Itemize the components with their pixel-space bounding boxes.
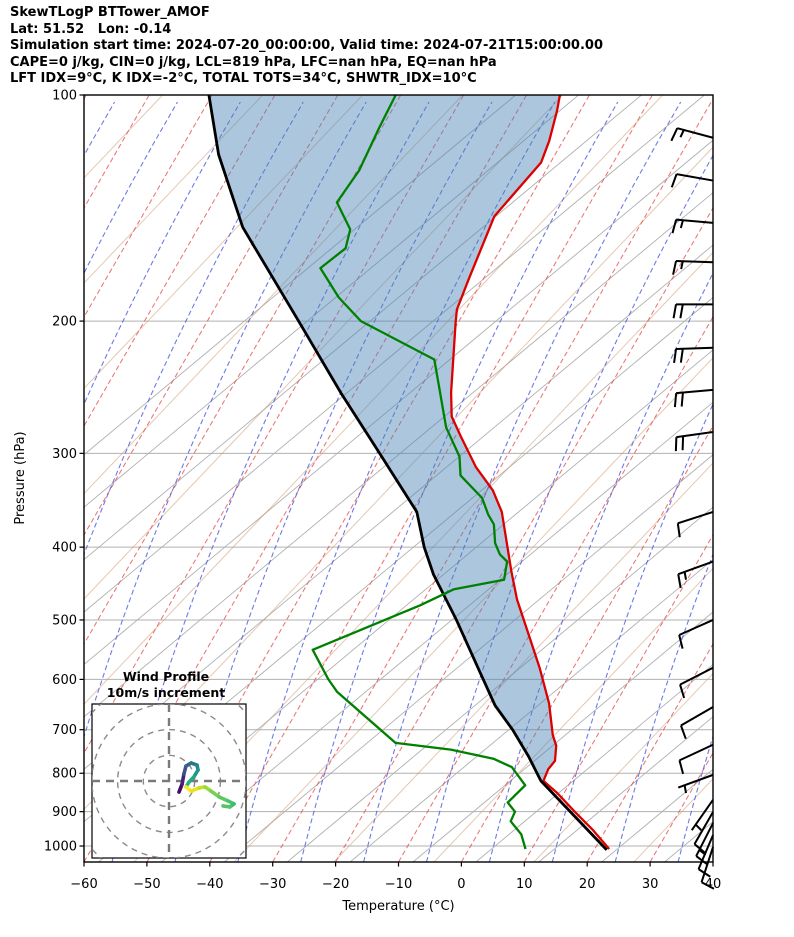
x-tick-label: 30 xyxy=(642,877,659,892)
wind-barb xyxy=(679,666,714,699)
temperature-curve xyxy=(449,95,611,850)
y-tick-label: 400 xyxy=(52,541,77,556)
plot-field xyxy=(84,95,713,862)
y-tick-label: 600 xyxy=(52,673,77,688)
wind-barb xyxy=(690,799,714,831)
y-axis: 100 200 300 400 500 600 700 800 900 1000 Pressure … xyxy=(13,89,84,855)
wind-barb xyxy=(671,218,714,234)
indices-line-2: LFT IDX=9°C, K IDX=-2°C, TOTAL TOTS=34°C… xyxy=(10,71,477,87)
wind-barbs xyxy=(670,127,715,890)
wind-barb xyxy=(670,173,714,188)
hodograph-rings xyxy=(92,704,246,858)
wind-barb xyxy=(672,259,714,275)
x-axis: −60 −50 −40 −30 −20 −10 0 10 20 30 40 Temperature (… xyxy=(70,862,721,914)
wind-barb xyxy=(693,811,714,854)
wind-barb xyxy=(678,743,714,775)
hodograph-title: Wind Profile xyxy=(123,669,209,684)
y-tick-label: 100 xyxy=(52,89,77,104)
parcel-curve xyxy=(207,95,608,851)
wind-barb xyxy=(700,846,715,890)
x-tick-label: −10 xyxy=(385,877,412,892)
y-axis-label: Pressure (hPa) xyxy=(13,431,28,524)
time-line: Simulation start time: 2024-07-20_00:00:… xyxy=(10,38,603,54)
wind-barb xyxy=(676,510,714,538)
y-tick-label: 700 xyxy=(52,723,77,738)
dewpoint-curve xyxy=(311,95,527,850)
x-tick-label: 10 xyxy=(516,877,533,892)
x-axis-label: Temperature (°C) xyxy=(341,899,454,914)
x-tick-label: 20 xyxy=(579,877,596,892)
wind-barb xyxy=(695,822,714,866)
x-tick-label: 0 xyxy=(457,877,465,892)
x-tick-label: −40 xyxy=(196,877,223,892)
wind-barb xyxy=(677,773,714,794)
title-block: SkewTLogP BTTower_AMOF Lat: 51.52 Lon: -… xyxy=(10,5,603,88)
x-tick-label: −60 xyxy=(70,877,97,892)
y-tick-label: 200 xyxy=(52,315,77,330)
hodograph-subtitle: 10m/s increment xyxy=(107,685,225,700)
x-tick-label: −50 xyxy=(133,877,160,892)
y-tick-label: 900 xyxy=(52,805,77,820)
x-tick-label: 40 xyxy=(705,877,722,892)
wind-barb xyxy=(670,127,714,142)
wind-barb xyxy=(673,388,714,408)
chart-title: SkewTLogP BTTower_AMOF xyxy=(10,5,210,20)
y-tick-label: 1000 xyxy=(44,840,77,855)
wind-barb xyxy=(677,560,714,589)
wind-barb xyxy=(672,303,713,319)
x-tick-label: −20 xyxy=(322,877,349,892)
y-tick-label: 800 xyxy=(52,767,77,782)
y-tick-label: 500 xyxy=(52,613,77,628)
x-tick-label: −30 xyxy=(259,877,286,892)
wind-barb xyxy=(674,431,714,452)
location-line: Lat: 51.52 Lon: -0.14 xyxy=(10,21,172,37)
cin-shade-area xyxy=(208,95,560,781)
y-tick-label: 300 xyxy=(52,447,77,462)
wind-barb xyxy=(678,619,714,649)
indices-line-1: CAPE=0 j/kg, CIN=0 j/kg, LCL=819 hPa, LF… xyxy=(10,54,497,70)
wind-barb xyxy=(673,346,714,363)
hodograph-trace xyxy=(177,761,236,809)
wind-barb xyxy=(680,706,714,740)
